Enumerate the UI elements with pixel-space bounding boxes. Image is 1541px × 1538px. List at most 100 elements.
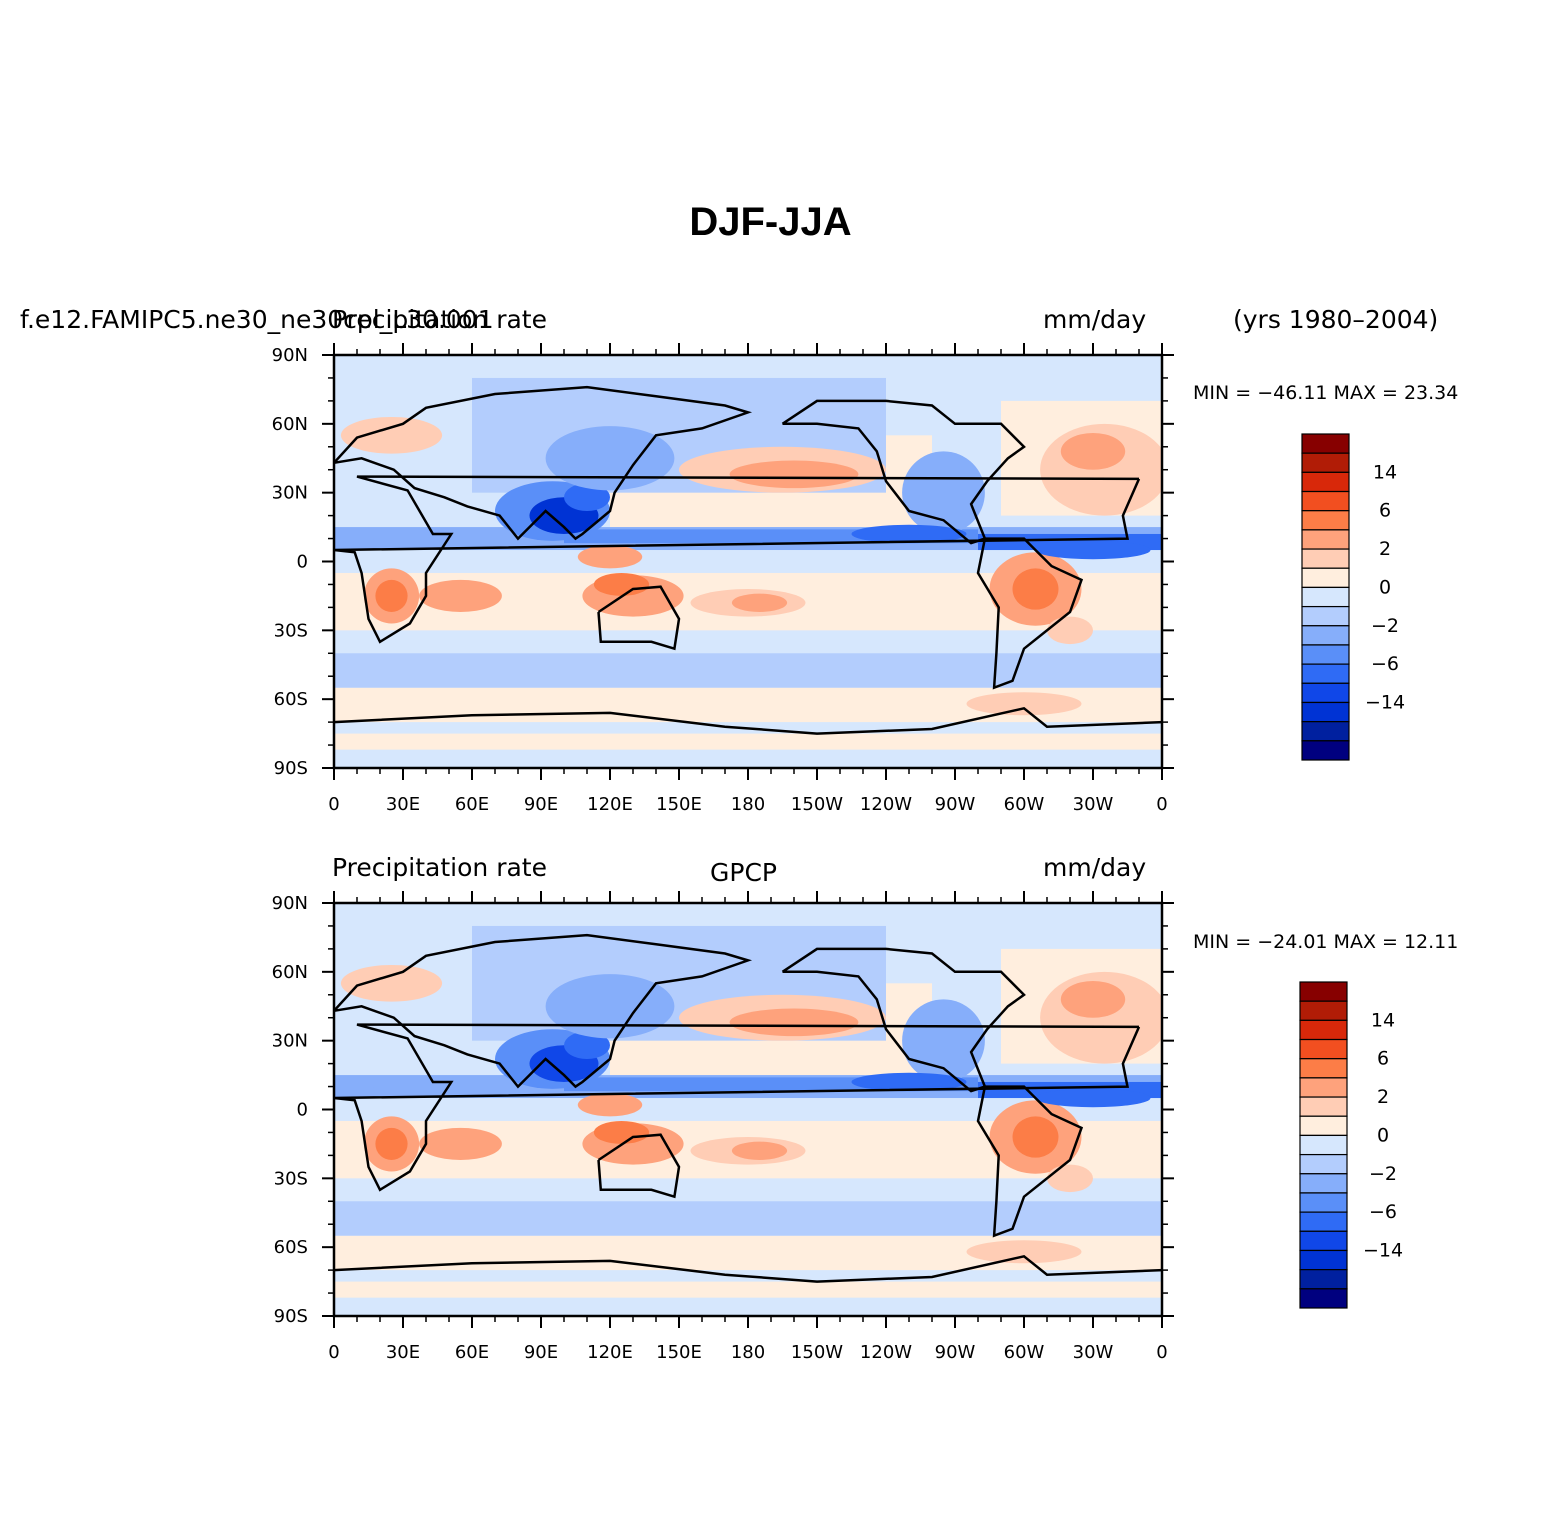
field-patch bbox=[593, 572, 650, 596]
colorbar-box bbox=[1299, 1269, 1348, 1290]
colorbar-label: 0 bbox=[1377, 1124, 1389, 1146]
field-patch bbox=[545, 426, 675, 491]
x-tick-label: 60E bbox=[455, 1342, 489, 1363]
colorbar-label: −14 bbox=[1365, 691, 1405, 713]
x-tick-label: 150W bbox=[791, 794, 843, 815]
field-patch bbox=[340, 416, 443, 454]
x-tick-label: 90W bbox=[935, 794, 976, 815]
field-patch bbox=[419, 579, 502, 612]
precip-field-1 bbox=[334, 903, 1162, 1316]
x-tick-label: 90W bbox=[935, 1342, 976, 1363]
x-tick-label: 60W bbox=[1004, 794, 1045, 815]
colorbar-label: −14 bbox=[1363, 1239, 1403, 1261]
field-patch bbox=[1035, 1088, 1151, 1108]
field-patch bbox=[966, 1240, 1082, 1264]
field-patch bbox=[851, 1072, 967, 1092]
y-tick-label: 60N bbox=[272, 414, 308, 435]
colorbar-box bbox=[1301, 471, 1350, 493]
x-tick-label: 150E bbox=[656, 1342, 702, 1363]
x-tick-label: 0 bbox=[1156, 1342, 1167, 1363]
colorbar-1: 14 6 2 0 −2 −6 −14 bbox=[1299, 981, 1403, 1309]
y-tick-label: 30N bbox=[272, 1031, 308, 1052]
colorbar-box bbox=[1299, 1230, 1348, 1252]
coastline bbox=[333, 385, 753, 541]
field-patch bbox=[334, 536, 378, 551]
coastline bbox=[333, 933, 753, 1089]
colorbar-box bbox=[1299, 1134, 1348, 1156]
field-patch bbox=[1047, 616, 1093, 645]
min-max-label: MIN = −46.11 MAX = 23.34 bbox=[1193, 382, 1459, 404]
colorbar-box bbox=[1299, 1077, 1348, 1098]
field-patch bbox=[593, 1120, 650, 1144]
colorbar-box bbox=[1301, 663, 1350, 684]
years-label: (yrs 1980–2004) bbox=[1233, 305, 1439, 334]
field-patch bbox=[577, 545, 643, 569]
colorbar-box bbox=[1301, 644, 1350, 665]
coastline bbox=[976, 537, 1084, 690]
colorbar-box bbox=[1301, 490, 1350, 512]
colorbar-box bbox=[1301, 605, 1350, 627]
colorbar-label: 6 bbox=[1377, 1048, 1389, 1070]
colorbar-box bbox=[1299, 1173, 1348, 1194]
x-tick-label: 0 bbox=[1156, 794, 1167, 815]
y-tick-label: 0 bbox=[297, 1100, 308, 1121]
units-label: mm/day bbox=[1043, 305, 1147, 334]
colorbar-box bbox=[1301, 586, 1350, 608]
coastline bbox=[781, 399, 1026, 545]
coastline bbox=[333, 706, 1163, 735]
field-patch bbox=[966, 692, 1082, 716]
field-band bbox=[334, 653, 1162, 688]
x-tick-label: 120W bbox=[860, 794, 912, 815]
field-patch bbox=[851, 524, 967, 544]
x-tick-label: 0 bbox=[328, 1342, 339, 1363]
colorbar-box bbox=[1301, 567, 1350, 589]
colorbar-box bbox=[1301, 452, 1350, 473]
y-tick-label: 0 bbox=[297, 552, 308, 573]
coastline bbox=[597, 585, 681, 651]
y-tick-label: 60S bbox=[274, 1237, 308, 1258]
colorbar-box bbox=[1301, 682, 1350, 704]
x-tick-label: 30W bbox=[1073, 794, 1114, 815]
x-tick-label: 60E bbox=[455, 794, 489, 815]
colorbar-box bbox=[1299, 1211, 1348, 1232]
x-tick-label: 150E bbox=[656, 794, 702, 815]
colorbar-box bbox=[1301, 625, 1350, 646]
x-tick-label: 120W bbox=[860, 1342, 912, 1363]
colorbar-box bbox=[1299, 1096, 1348, 1117]
x-tick-label: 30E bbox=[386, 794, 420, 815]
coastlines-1 bbox=[333, 933, 1163, 1283]
field-patch bbox=[731, 593, 788, 612]
coastline bbox=[597, 1133, 681, 1199]
field-patch bbox=[729, 1008, 859, 1037]
colorbar-label: −6 bbox=[1371, 653, 1399, 675]
x-tick-label: 120E bbox=[587, 794, 633, 815]
colorbar-label: 14 bbox=[1371, 1009, 1395, 1031]
colorbar-label: 2 bbox=[1379, 538, 1391, 560]
y-tick-label: 60S bbox=[274, 689, 308, 710]
map-axes-0: 0 30E 60E 90E 120E 150E 180 150W 120W 90W 60W 30W 09… bbox=[272, 343, 1174, 815]
coastlines-0 bbox=[333, 385, 1163, 735]
x-tick-label: 180 bbox=[731, 1342, 765, 1363]
colorbar-box bbox=[1301, 740, 1350, 761]
x-tick-label: 150W bbox=[791, 1342, 843, 1363]
y-tick-label: 60N bbox=[272, 962, 308, 983]
colorbar-box bbox=[1299, 1192, 1348, 1213]
colorbar-label: −2 bbox=[1369, 1163, 1397, 1185]
field-patch bbox=[731, 1141, 788, 1160]
x-tick-label: 180 bbox=[731, 794, 765, 815]
variable-label: Precipitation rate bbox=[332, 305, 547, 334]
field-patch bbox=[419, 1127, 502, 1160]
coastline bbox=[781, 947, 1026, 1093]
y-tick-label: 90S bbox=[274, 758, 308, 779]
colorbar-label: −2 bbox=[1371, 615, 1399, 637]
field-band bbox=[334, 1281, 1162, 1298]
figure-title: DJF-JJA bbox=[689, 200, 852, 244]
field-band bbox=[334, 1201, 1162, 1236]
variable-label: Precipitation rate bbox=[332, 853, 547, 882]
colorbar-box bbox=[1299, 981, 1348, 1002]
y-tick-label: 30N bbox=[272, 483, 308, 504]
colorbar-box bbox=[1301, 433, 1350, 454]
colorbar-label: 0 bbox=[1379, 576, 1391, 598]
center-label: GPCP bbox=[710, 858, 777, 887]
colorbar-label: −6 bbox=[1369, 1201, 1397, 1223]
